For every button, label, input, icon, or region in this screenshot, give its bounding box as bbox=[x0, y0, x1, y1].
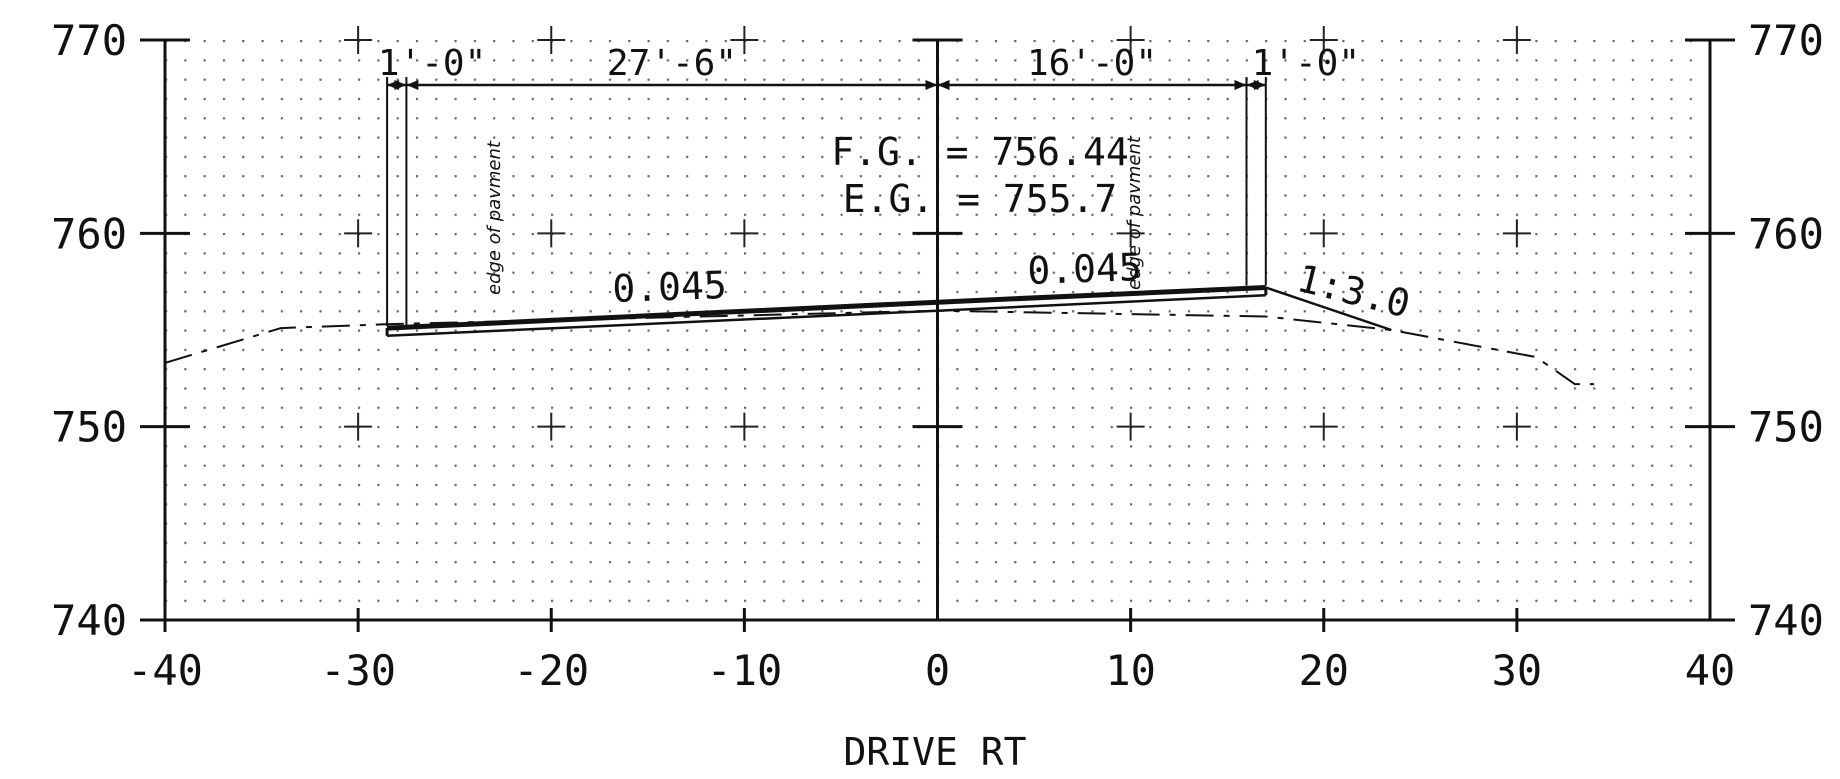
dimension-label: 1'-0" bbox=[378, 43, 486, 84]
y-tick-label-right: 750 bbox=[1748, 403, 1824, 452]
edge-of-pavement-right-label: edge of pavment bbox=[1124, 135, 1145, 290]
dimension-label: 16'-0" bbox=[1027, 43, 1157, 84]
x-tick-label: 10 bbox=[1105, 646, 1156, 695]
dimension-arrow bbox=[394, 80, 407, 90]
finished-grade-top bbox=[386, 285, 1266, 331]
x-tick-label: -40 bbox=[127, 646, 203, 695]
x-tick-label: 20 bbox=[1298, 646, 1349, 695]
y-tick-label-left: 770 bbox=[51, 16, 127, 65]
dimension-arrow bbox=[1234, 80, 1247, 90]
side-slope-line bbox=[1265, 286, 1392, 332]
x-tick-label: -10 bbox=[706, 646, 782, 695]
y-tick-label-left: 750 bbox=[51, 403, 127, 452]
y-tick-label-left: 760 bbox=[51, 209, 127, 258]
finished-grade-bottom bbox=[387, 293, 1266, 338]
plot-frame bbox=[140, 26, 1735, 632]
existing-ground-line bbox=[164, 309, 1595, 386]
x-tick-label: 30 bbox=[1492, 646, 1543, 695]
fg-elevation-label: F.G. = 756.44 bbox=[831, 130, 1128, 174]
dimension-annotations: 1'-0" 27'-6" 16'-0" 1'-0" bbox=[378, 43, 1360, 90]
x-axis-label: DRIVE RT bbox=[843, 730, 1026, 774]
dimension-arrow bbox=[925, 80, 938, 90]
dimension-label: 1'-0" bbox=[1252, 43, 1360, 84]
eg-elevation-label: E.G. = 755.7 bbox=[843, 177, 1118, 221]
y-tick-label-left: 740 bbox=[51, 596, 127, 645]
x-tick-label: -20 bbox=[513, 646, 589, 695]
x-tick-label: -30 bbox=[320, 646, 396, 695]
cross-slope-right-label: 0.045 bbox=[1027, 245, 1143, 293]
x-tick-label: 0 bbox=[925, 646, 950, 695]
x-tick-label: 40 bbox=[1685, 646, 1736, 695]
y-tick-label-right: 760 bbox=[1748, 209, 1824, 258]
y-tick-label-right: 740 bbox=[1748, 596, 1824, 645]
dimension-arrow bbox=[937, 80, 950, 90]
cross-slope-left-label: 0.045 bbox=[612, 263, 728, 311]
dimension-arrow bbox=[406, 80, 419, 90]
edge-of-pavement-left-label: edge of pavment bbox=[484, 140, 505, 295]
dimension-label: 27'-6" bbox=[607, 43, 737, 84]
y-tick-label-right: 770 bbox=[1748, 16, 1824, 65]
dimension-arrow bbox=[1253, 80, 1266, 90]
